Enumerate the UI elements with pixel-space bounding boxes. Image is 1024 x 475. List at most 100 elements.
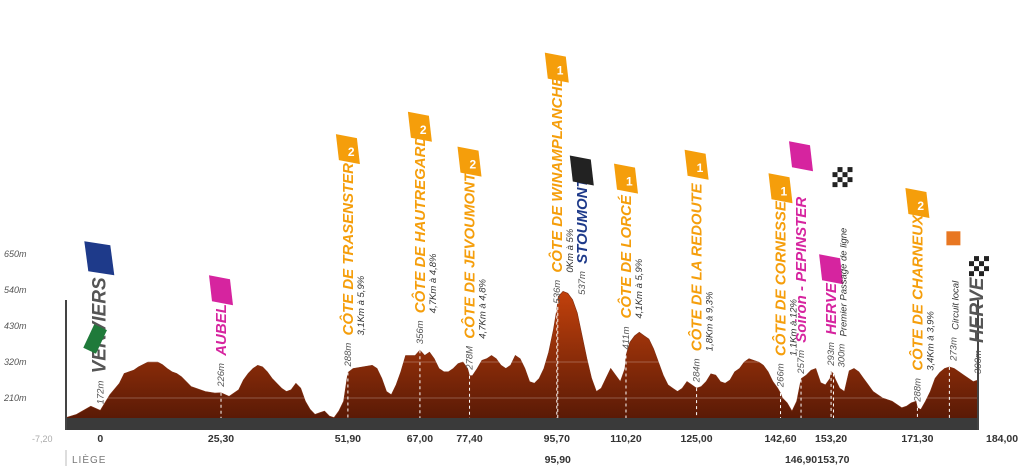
checkered-cell bbox=[842, 167, 848, 173]
marker-label-group: 273m Circuit local bbox=[946, 231, 961, 362]
checkered-cell bbox=[979, 261, 984, 267]
marker-label-group: 257m Soiron - PEPINSTER bbox=[789, 141, 813, 375]
checkered-cell bbox=[847, 182, 853, 188]
checkered-cell bbox=[832, 182, 838, 188]
kom-badge: 1 bbox=[684, 149, 709, 180]
profile-base-bar bbox=[66, 418, 978, 430]
marker-name: CÔTE DE CHARNEUX bbox=[908, 214, 926, 371]
y-tick-label: 210m bbox=[3, 393, 27, 403]
kom-badge-cat: 1 bbox=[781, 184, 788, 198]
checkered-cell bbox=[974, 261, 979, 267]
checkered-cell bbox=[984, 261, 989, 267]
marker-label-group: 293m HERVE bbox=[819, 254, 844, 367]
x-tick-label: 25,30 bbox=[208, 433, 234, 445]
checkered-cell bbox=[969, 271, 974, 277]
marker-name: CÔTE DE TRASENSTER bbox=[339, 163, 357, 336]
marker-name: CÔTE DE LORCÉ bbox=[617, 194, 635, 318]
checkered-cell bbox=[837, 167, 843, 173]
marker-altitude: 300m bbox=[837, 344, 848, 368]
checkered-cell bbox=[969, 256, 974, 262]
feed-badge-shape bbox=[569, 155, 594, 186]
kom-badge-cat: 1 bbox=[557, 64, 564, 78]
marker-label-group: 278M CÔTE DE JEVOUMONT 4,7Km à 4,8% 2 bbox=[457, 146, 489, 371]
checkered-cell bbox=[837, 182, 843, 188]
start-flag-shape bbox=[84, 241, 115, 276]
marker-label-group: 411m CÔTE DE LORCÉ 4,1Km à 5,9% 1 bbox=[614, 163, 645, 350]
kom-badge-shape bbox=[768, 173, 793, 204]
sprint-badge bbox=[819, 254, 844, 285]
kom-badge: 1 bbox=[768, 173, 793, 204]
marker-detail: 1,8Km à 9,3% bbox=[705, 291, 716, 351]
checkered-cell bbox=[832, 167, 838, 173]
marker-detail: 4,7Km à 4,8% bbox=[428, 253, 439, 313]
checkered-cell bbox=[847, 177, 853, 183]
marker-label-group: 284m CÔTE DE LA REDOUTE 1,8Km à 9,3% 1 bbox=[684, 149, 716, 383]
marker-name: Soiron - PEPINSTER bbox=[793, 197, 810, 343]
marker-label-group: 288m CÔTE DE TRASENSTER 3,1Km à 5,9% 2 bbox=[335, 134, 367, 368]
marker-altitude: 284m bbox=[692, 358, 703, 383]
marker-name: HERVE bbox=[823, 282, 840, 335]
marker-label-group: 226m AUBEL bbox=[209, 275, 233, 388]
marker-altitude: 273m bbox=[948, 337, 959, 362]
kom-badge: 2 bbox=[457, 146, 482, 177]
marker-name: STOUMONT bbox=[574, 177, 591, 264]
kom-badge-shape bbox=[544, 52, 569, 83]
y-tick-label: 320m bbox=[4, 357, 27, 367]
marker-altitude: 288m bbox=[912, 378, 923, 403]
circuit-icon bbox=[946, 231, 961, 246]
sprint-badge-shape bbox=[819, 254, 844, 285]
marker-name: HERVE bbox=[967, 276, 988, 343]
marker-label-group: 172m VERVIERS bbox=[84, 241, 115, 404]
origin-label: LIÈGE bbox=[72, 453, 106, 466]
checkered-cell bbox=[974, 266, 979, 272]
kom-badge: 2 bbox=[905, 187, 930, 218]
checkered-cell bbox=[842, 172, 848, 178]
checkered-cell bbox=[837, 177, 843, 183]
kom-badge: 1 bbox=[614, 163, 638, 194]
marker-altitude: 288m bbox=[343, 343, 354, 368]
checkered-flag-icon bbox=[969, 256, 989, 277]
x-start-label: -7,20 bbox=[32, 434, 53, 444]
x-tick-label: 95,70 bbox=[544, 433, 570, 445]
kom-badge-shape bbox=[457, 146, 482, 177]
marker-altitude: 293m bbox=[826, 342, 837, 367]
marker-name: VERVIERS bbox=[89, 277, 110, 373]
marker-altitude: 300m bbox=[973, 350, 984, 374]
marker-name: CÔTE DE CORNESSE bbox=[772, 200, 790, 356]
marker-detail: 4,1Km à 5,9% bbox=[634, 258, 645, 318]
marker-name: CÔTE DE LA REDOUTE bbox=[688, 182, 706, 351]
kom-badge-shape bbox=[684, 149, 709, 180]
y-tick-label: 650m bbox=[4, 249, 27, 259]
x-tick-label-sub: 95,90 bbox=[545, 454, 571, 466]
marker-altitude: 257m bbox=[796, 350, 807, 375]
x-tick-label: 67,00 bbox=[407, 433, 433, 445]
kom-badge-cat: 2 bbox=[420, 123, 427, 137]
marker-altitude: 537m bbox=[577, 271, 588, 295]
checkered-cell bbox=[984, 271, 989, 277]
kom-badge-shape bbox=[335, 134, 360, 165]
circuit-icon-shape bbox=[946, 231, 961, 246]
x-tick-label: 125,00 bbox=[681, 433, 713, 445]
checkered-cell bbox=[832, 172, 838, 178]
checkered-cell bbox=[847, 167, 853, 173]
sprint-badge bbox=[209, 275, 233, 306]
checkered-cell bbox=[842, 177, 848, 183]
kom-badge-shape bbox=[407, 111, 432, 142]
x-end-label: 184,00 bbox=[986, 433, 1018, 445]
x-tick-label: 171,30 bbox=[901, 433, 933, 445]
marker-altitude: 356m bbox=[415, 320, 426, 344]
marker-label-group: 356m CÔTE DE HAUTREGARD 4,7Km à 4,8% 2 bbox=[407, 111, 439, 344]
marker-name: Premier Passage de ligne bbox=[839, 228, 850, 337]
start-flag-icon bbox=[84, 241, 115, 276]
x-tick-label: 110,20 bbox=[610, 433, 642, 445]
kom-badge-cat: 1 bbox=[626, 175, 633, 189]
checkered-cell bbox=[974, 256, 979, 262]
sprint-badge bbox=[789, 141, 813, 172]
checkered-cell bbox=[969, 261, 974, 267]
kom-badge-cat: 1 bbox=[697, 161, 704, 175]
x-tick-label: 51,90 bbox=[335, 433, 361, 445]
checkered-cell bbox=[984, 256, 989, 262]
sprint-badge-shape bbox=[789, 141, 813, 172]
marker-altitude: 411m bbox=[621, 326, 632, 349]
marker-label-group: 300m Premier Passage de ligne bbox=[832, 167, 853, 368]
